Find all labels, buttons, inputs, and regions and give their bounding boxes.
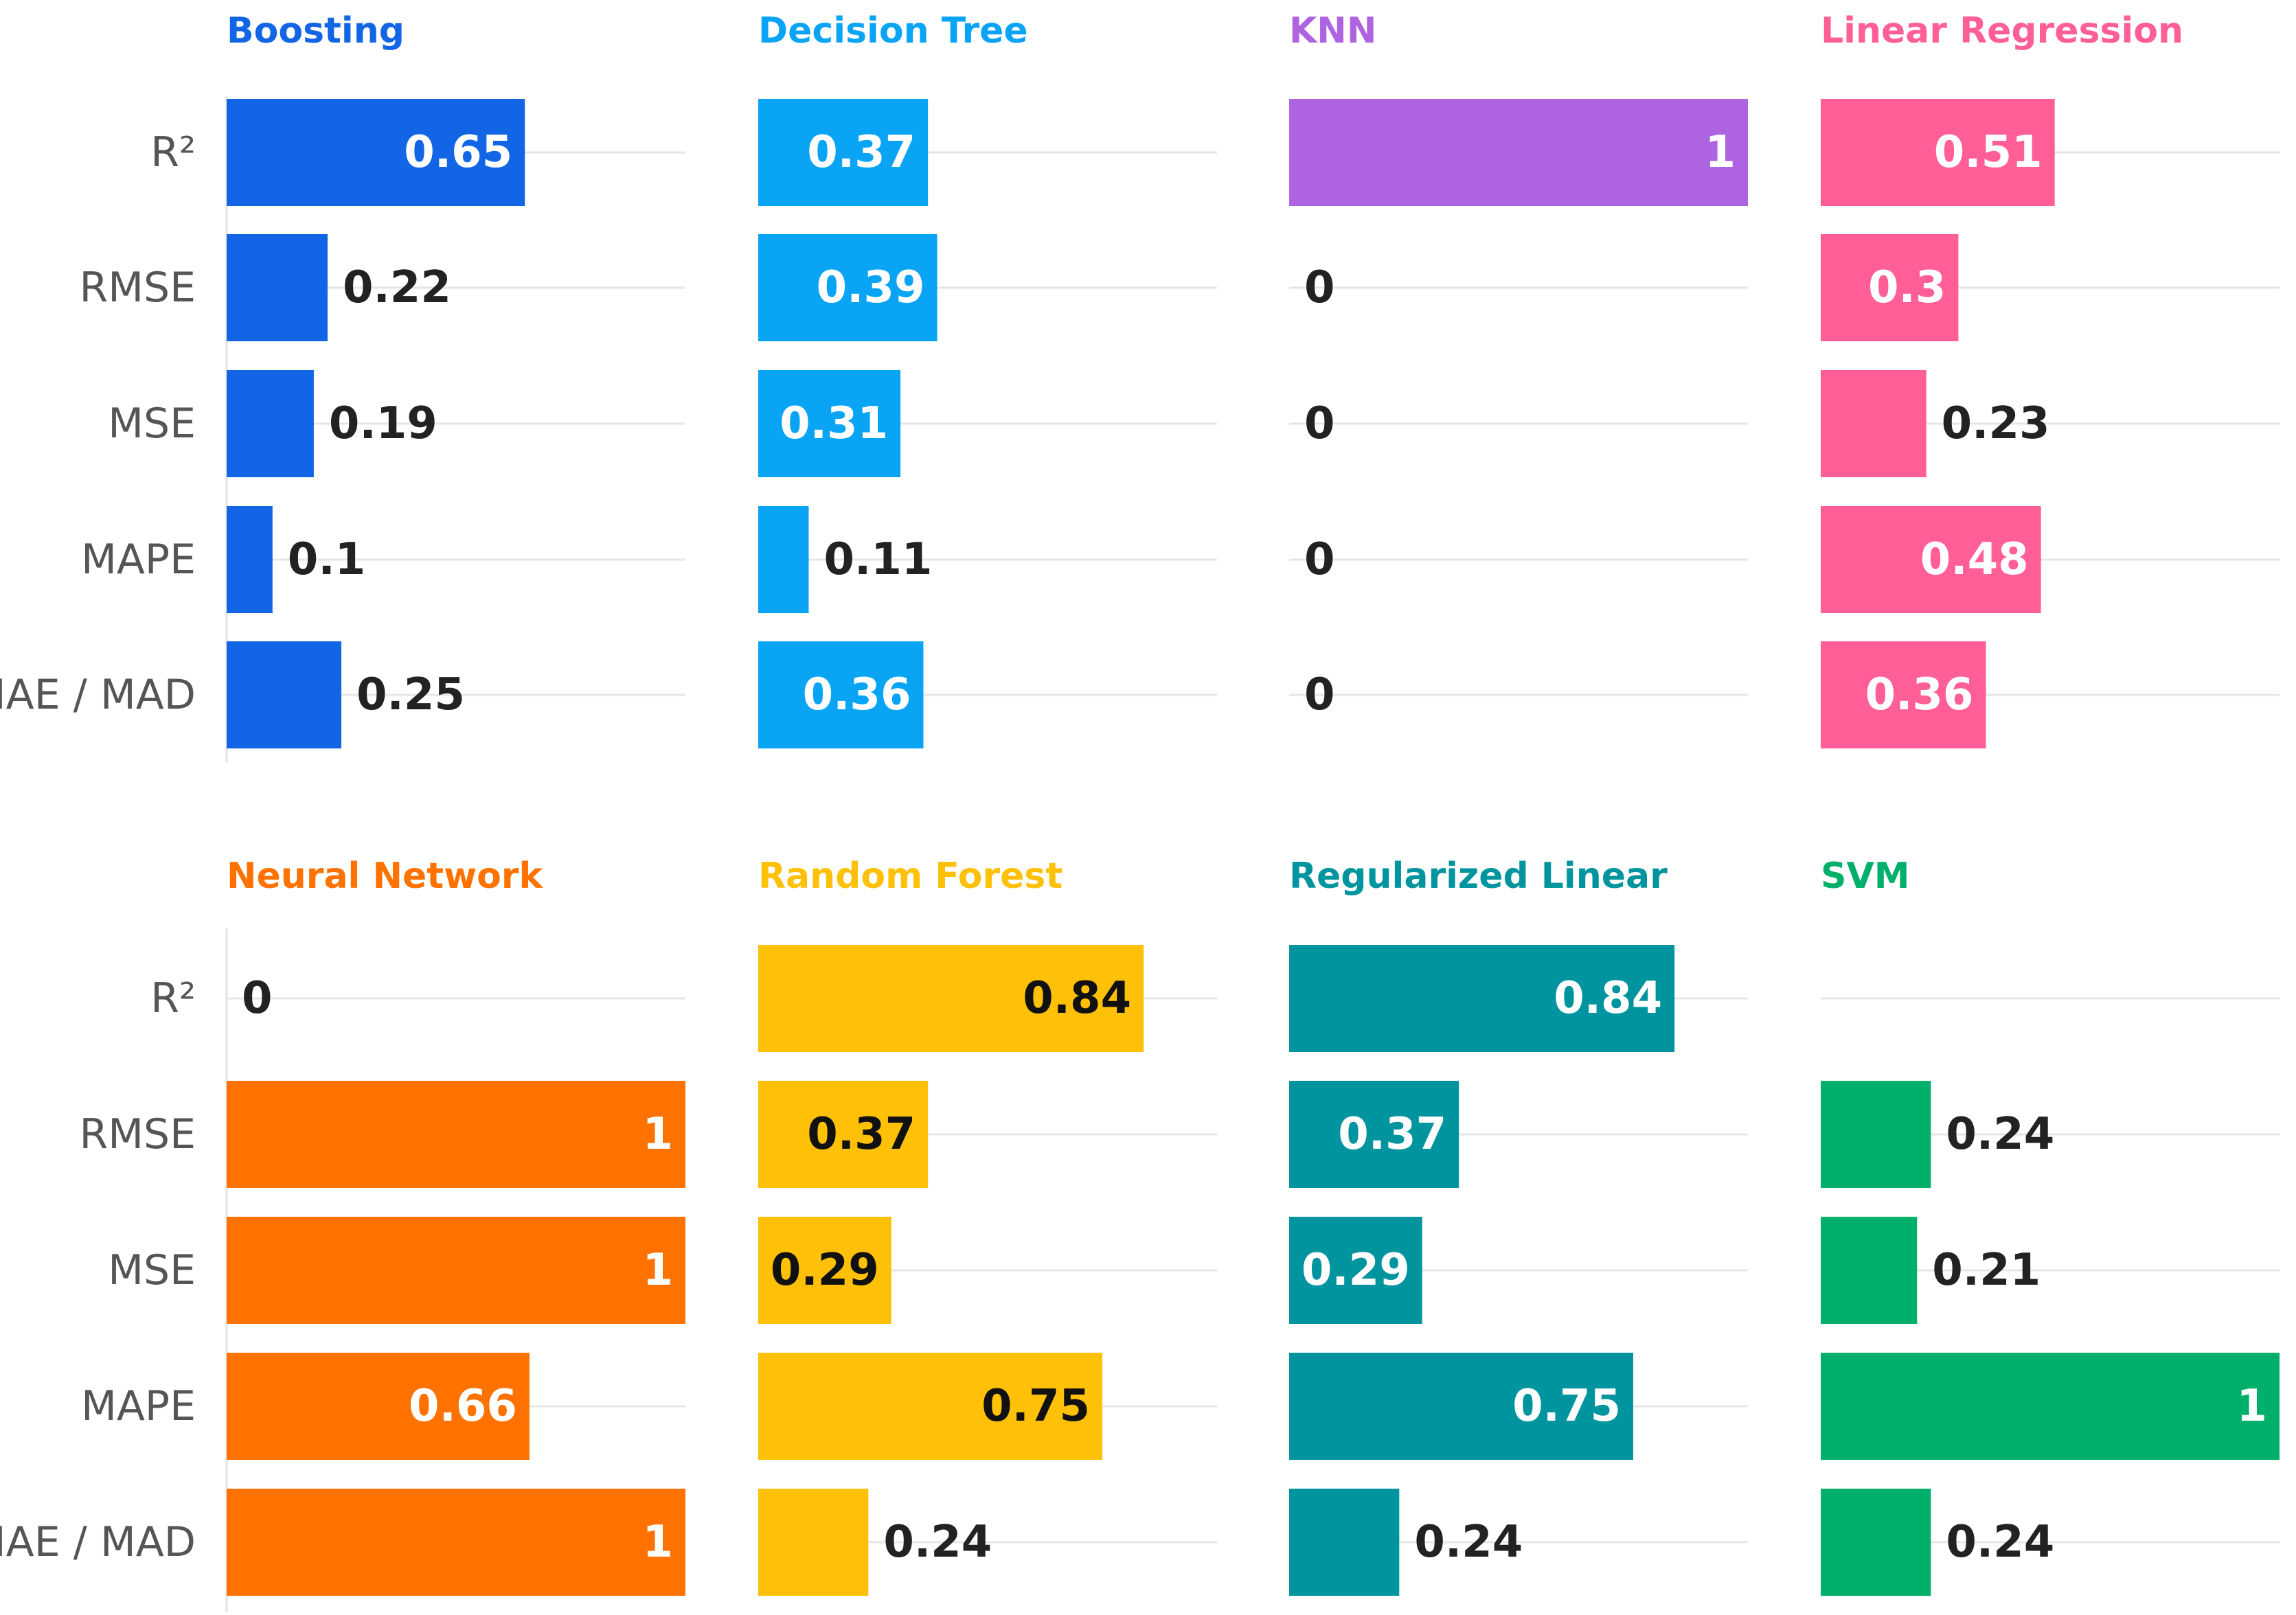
value-label-decision-tree-mae-mad: 0.36	[803, 669, 911, 720]
value-label-linear-regression-mape: 0.48	[1920, 534, 2029, 585]
bar-boosting-mae-mad	[227, 641, 341, 748]
bar-linear-regression-mae-mad	[1821, 641, 1986, 748]
bar-layer	[227, 99, 2280, 1596]
value-label-linear-regression-mae-mad: 0.36	[1865, 669, 1974, 720]
bar-svm-rmse	[1821, 1081, 1931, 1188]
bar-neural-network-rmse	[227, 1081, 685, 1188]
panel-title-knn: KNN	[1289, 10, 1376, 51]
category-label-mape: MAPE	[81, 536, 196, 584]
value-label-knn-r2: 1	[1705, 127, 1736, 178]
value-label-neural-network-mape: 0.66	[409, 1381, 517, 1432]
category-label-rmse: RMSE	[80, 1110, 196, 1158]
value-label-regularized-linear-r2: 0.84	[1554, 973, 1662, 1024]
value-label-random-forest-mae-mad: 0.24	[883, 1517, 992, 1568]
bar-neural-network-mae-mad	[227, 1489, 685, 1596]
bar-regularized-linear-r2	[1289, 945, 1675, 1052]
bar-svm-mae-mad	[1821, 1489, 1931, 1596]
value-label-linear-regression-mse: 0.23	[1942, 398, 2050, 449]
value-label-knn-rmse: 0	[1304, 262, 1335, 313]
value-label-regularized-linear-mape: 0.75	[1512, 1381, 1621, 1432]
bar-neural-network-mse	[227, 1217, 685, 1324]
value-label-decision-tree-mse: 0.31	[780, 398, 888, 449]
value-label-decision-tree-rmse: 0.39	[817, 262, 925, 313]
value-label-random-forest-mse: 0.29	[771, 1245, 879, 1296]
value-label-knn-mse: 0	[1304, 398, 1335, 449]
value-label-svm-mae-mad: 0.24	[1946, 1517, 2054, 1568]
value-label-decision-tree-r2: 0.37	[807, 127, 916, 178]
category-label-mape: MAPE	[81, 1382, 196, 1430]
value-label-neural-network-mae-mad: 1	[642, 1517, 673, 1568]
category-label-mae-mad: MAE / MAD	[0, 1518, 196, 1566]
bar-random-forest-mape	[758, 1353, 1102, 1460]
bar-decision-tree-rmse	[758, 234, 937, 341]
bar-knn-r2	[1289, 99, 1748, 206]
value-label-neural-network-rmse: 1	[642, 1109, 673, 1160]
value-label-neural-network-r2: 0	[242, 973, 273, 1024]
bar-regularized-linear-mae-mad	[1289, 1489, 1400, 1596]
bar-regularized-linear-mape	[1289, 1353, 1633, 1460]
bar-boosting-mape	[227, 506, 273, 613]
value-label-regularized-linear-rmse: 0.37	[1338, 1109, 1446, 1160]
panel-title-random-forest: Random Forest	[758, 856, 1062, 897]
bar-random-forest-r2	[758, 945, 1144, 1052]
bar-neural-network-mape	[227, 1353, 530, 1460]
bar-regularized-linear-rmse	[1289, 1081, 1459, 1188]
category-label-r2: R²	[150, 974, 196, 1022]
value-label-boosting-rmse: 0.22	[343, 262, 451, 313]
bar-linear-regression-mse	[1821, 370, 1926, 477]
value-label-linear-regression-r2: 0.51	[1934, 127, 2043, 178]
bar-linear-regression-rmse	[1821, 234, 1959, 341]
category-label-r2: R²	[150, 128, 196, 176]
bar-decision-tree-mae-mad	[758, 641, 924, 748]
bar-regularized-linear-mse	[1289, 1217, 1422, 1324]
value-label-neural-network-mse: 1	[642, 1245, 673, 1296]
panel-title-boosting: Boosting	[227, 10, 405, 51]
bar-boosting-rmse	[227, 234, 328, 341]
bar-svm-mape	[1821, 1353, 2280, 1460]
value-label-svm-mape: 1	[2236, 1381, 2267, 1432]
panel-title-linear-regression: Linear Regression	[1821, 10, 2183, 51]
value-label-boosting-mape: 0.1	[288, 534, 365, 585]
panel-title-decision-tree: Decision Tree	[758, 10, 1028, 51]
bar-boosting-r2	[227, 99, 525, 206]
panel-title-regularized-linear: Regularized Linear	[1289, 856, 1668, 897]
value-label-svm-rmse: 0.24	[1946, 1109, 2054, 1160]
category-label-rmse: RMSE	[80, 264, 196, 312]
bar-random-forest-mae-mad	[758, 1489, 869, 1596]
panel-title-svm: SVM	[1821, 856, 1909, 897]
value-label-random-forest-mape: 0.75	[981, 1381, 1090, 1432]
value-label-boosting-mse: 0.19	[329, 398, 437, 449]
value-label-decision-tree-mape: 0.11	[823, 534, 932, 585]
value-label-knn-mae-mad: 0	[1304, 669, 1335, 720]
bar-linear-regression-mape	[1821, 506, 2041, 613]
value-label-boosting-mae-mad: 0.25	[356, 669, 465, 720]
category-label-mse: MSE	[108, 1246, 196, 1294]
value-label-linear-regression-rmse: 0.3	[1868, 262, 1946, 313]
panel-title-neural-network: Neural Network	[227, 856, 544, 897]
text-layer: R² RMSE MSE MAPE MAE / MAD R² RMSE MSE MAPE MAE /…	[0, 10, 2267, 1568]
value-label-random-forest-r2: 0.84	[1023, 973, 1131, 1024]
bar-linear-regression-r2	[1821, 99, 2055, 206]
value-label-boosting-r2: 0.65	[404, 127, 512, 178]
bar-svm-mse	[1821, 1217, 1918, 1324]
category-label-mae-mad: MAE / MAD	[0, 671, 196, 719]
value-label-random-forest-rmse: 0.37	[807, 1109, 916, 1160]
bar-boosting-mse	[227, 370, 314, 477]
category-label-mse: MSE	[108, 400, 196, 448]
bar-decision-tree-r2	[758, 99, 929, 206]
value-label-svm-mse: 0.21	[1932, 1245, 2041, 1296]
value-label-regularized-linear-mae-mad: 0.24	[1414, 1517, 1523, 1568]
bar-random-forest-rmse	[758, 1081, 929, 1188]
value-label-regularized-linear-mse: 0.29	[1302, 1245, 1410, 1296]
bar-decision-tree-mse	[758, 370, 901, 477]
value-label-knn-mape: 0	[1304, 534, 1335, 585]
bar-decision-tree-mape	[758, 506, 809, 613]
bar-random-forest-mse	[758, 1217, 891, 1324]
